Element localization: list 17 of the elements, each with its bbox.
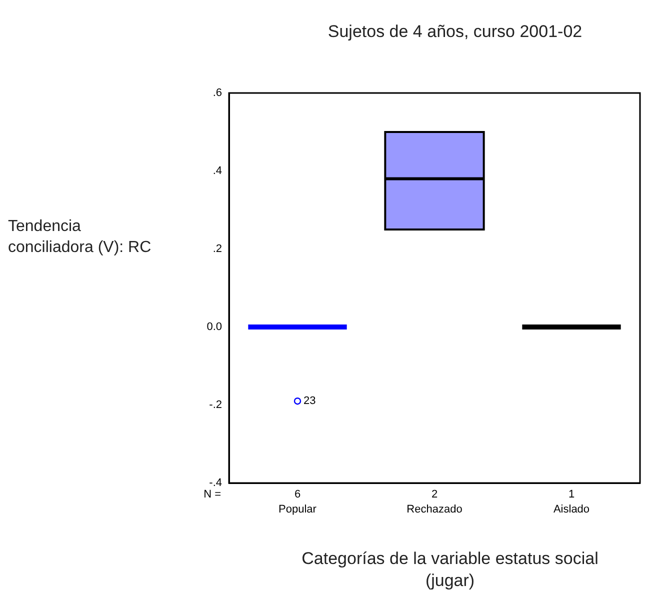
text: 6: [294, 488, 301, 501]
x-tick-label: Popular: [278, 504, 317, 516]
annotation: 23: [304, 395, 316, 408]
text: 1: [568, 488, 575, 501]
x-tick-label: Aislado: [553, 504, 590, 516]
y-axis-title: Tendencia conciliadora (V): RC: [8, 217, 152, 258]
y-tick-label: 0.0: [206, 321, 222, 334]
text: 2: [431, 488, 438, 501]
y-tick-label: -.2: [209, 399, 222, 412]
chart-title: Sujetos de 4 años, curso 2001-02: [326, 22, 584, 42]
x-tick-label: Rechazado: [406, 504, 462, 516]
y-tick-label: -.4: [209, 477, 222, 490]
y-tick-label: .2: [212, 243, 222, 256]
x-axis-title: Categorías de la variable estatus social (jugar): [300, 548, 600, 592]
y-tick-label: .4: [212, 165, 222, 178]
text: N =: [204, 488, 221, 501]
y-tick-label: .6: [212, 87, 222, 100]
